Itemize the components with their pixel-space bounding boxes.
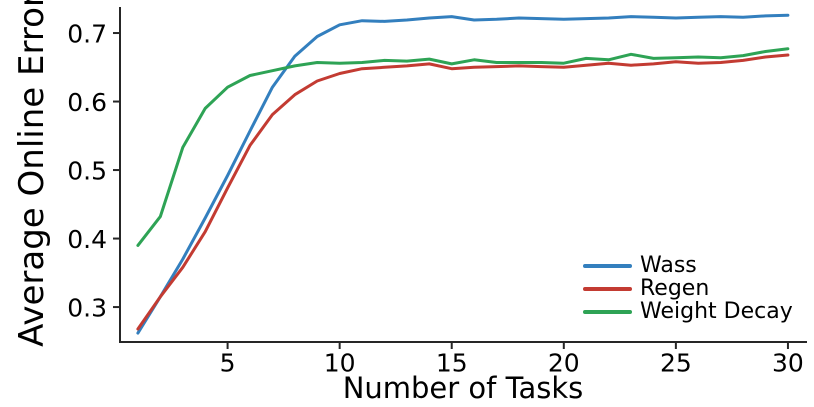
legend-line-weight-decay-icon [583,309,632,314]
svg-text:5: 5 [220,348,236,377]
legend-item-weight-decay: Weight Decay [583,300,793,323]
legend-label-weight-decay: Weight Decay [640,298,793,324]
x-axis-label: Number of Tasks [342,371,584,405]
svg-text:25: 25 [660,348,692,377]
legend-line-regen-icon [583,286,632,291]
svg-text:0.7: 0.7 [67,20,107,49]
svg-text:15: 15 [436,348,468,377]
y-axis-label: Average Online Error [12,0,52,347]
legend-line-wass-icon [583,263,632,268]
legend-item-wass: Wass [583,254,793,277]
svg-text:20: 20 [548,348,580,377]
svg-text:0.6: 0.6 [67,88,107,117]
legend: Wass Regen Weight Decay [583,254,793,323]
svg-text:0.3: 0.3 [67,294,107,323]
legend-label-regen: Regen [640,275,710,301]
legend-item-regen: Regen [583,277,793,300]
legend-label-wass: Wass [640,252,697,278]
svg-text:0.5: 0.5 [67,157,107,186]
svg-text:10: 10 [324,348,356,377]
svg-text:30: 30 [772,348,804,377]
svg-text:0.4: 0.4 [67,225,107,254]
